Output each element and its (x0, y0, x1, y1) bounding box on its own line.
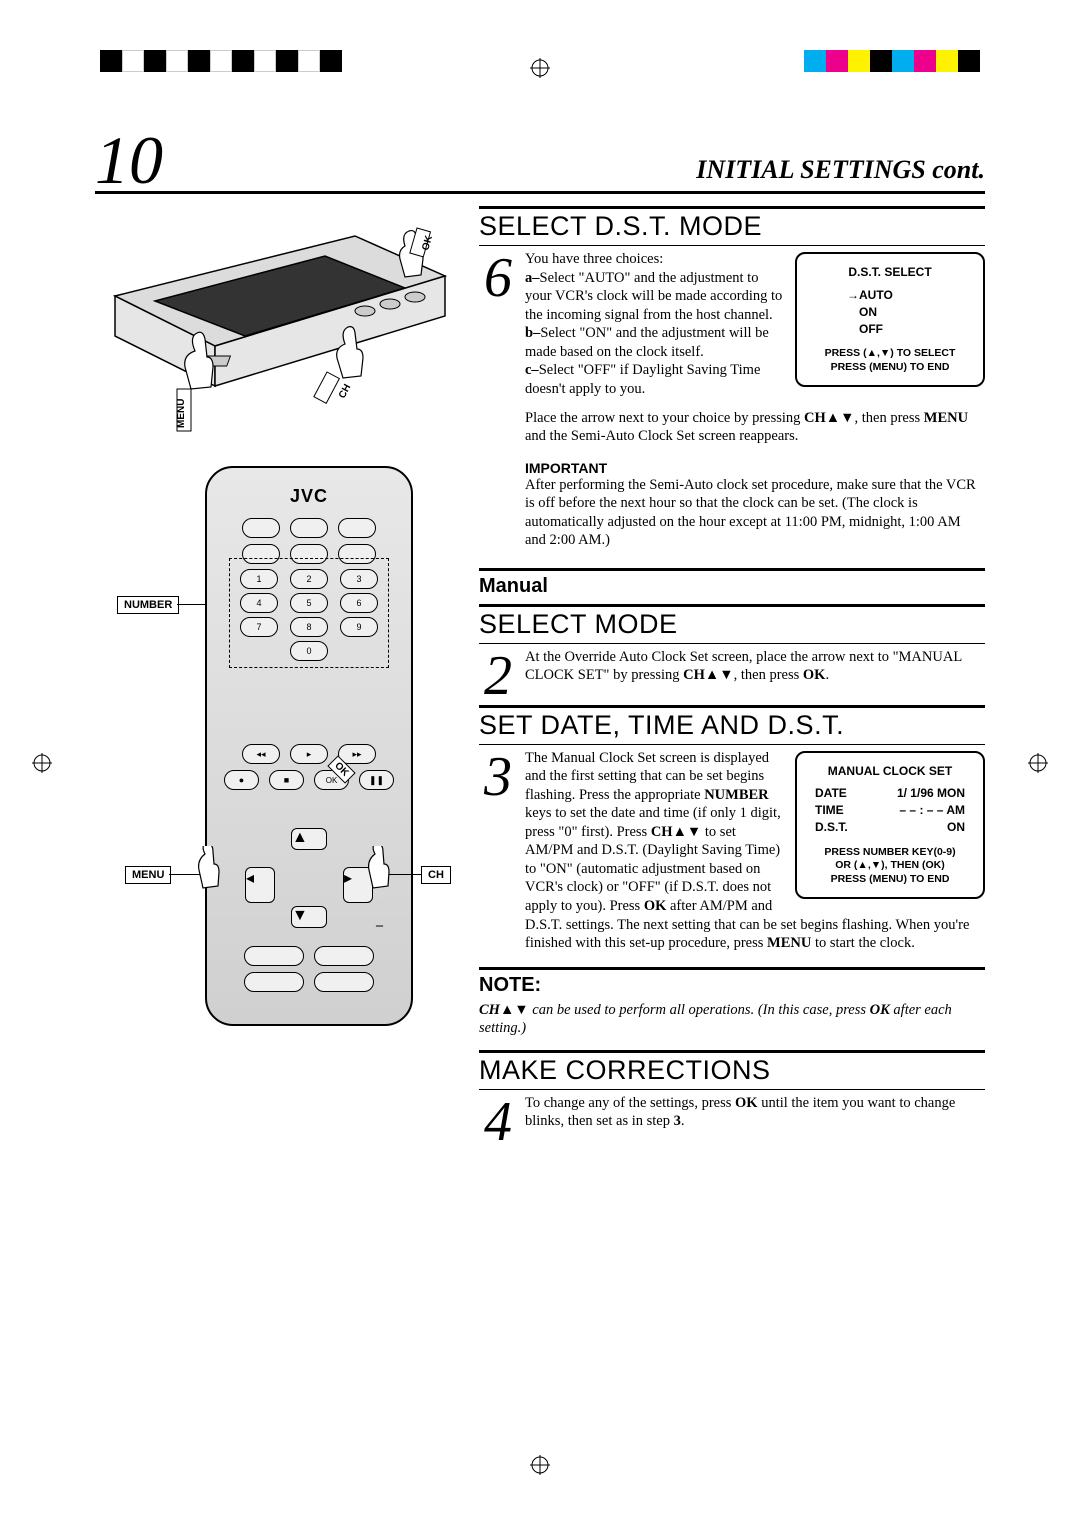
step3-number: 3 (479, 749, 517, 953)
color-bar-left (100, 50, 342, 72)
important-label: IMPORTANT (525, 460, 985, 476)
page-header: 10 INITIAL SETTINGS cont. (95, 130, 985, 194)
step2-number: 2 (479, 648, 517, 699)
step6-number: 6 (479, 250, 517, 550)
page-number: 10 (95, 130, 173, 191)
callout-menu: MENU (125, 866, 171, 884)
step4-body: To change any of the settings, press OK … (525, 1094, 985, 1145)
crop-mark-left (32, 753, 52, 773)
crop-mark-bottom (530, 1455, 550, 1475)
step3-title: SET DATE, TIME AND D.S.T. (479, 705, 985, 745)
step2-body: At the Override Auto Clock Set screen, p… (525, 648, 985, 699)
callout-number: NUMBER (117, 596, 179, 614)
hand-icon (191, 846, 231, 896)
manual-heading: Manual (479, 568, 985, 598)
remote-brand: JVC (290, 486, 328, 507)
callout-ch: CH (421, 866, 451, 884)
manual-clock-osd-box: MANUAL CLOCK SET DATE1/ 1/96 MON TIME– –… (795, 751, 985, 899)
step6-c: c–Select "OFF" if Daylight Saving Time d… (525, 362, 760, 397)
step6-b: b–Select "ON" and the adjustment will be… (525, 325, 769, 360)
vcr-illustration: MENU CH OK (95, 206, 455, 436)
dst-osd-box: D.S.T. SELECT →AUTO ON OFF PRESS (▲,▼) T… (795, 252, 985, 386)
page-content: 10 INITIAL SETTINGS cont. (95, 130, 985, 1151)
crop-mark-right (1028, 753, 1048, 773)
crop-mark-top (530, 58, 550, 78)
step6-a: a–Select "AUTO" and the adjustment to yo… (525, 270, 782, 323)
number-keypad: 123 456 789 0 (229, 558, 389, 668)
step6-place: Place the arrow next to your choice by p… (525, 409, 985, 446)
vcr-menu-label: MENU (176, 399, 187, 428)
vcr-ch-label: CH (337, 383, 353, 401)
color-bar-right (804, 50, 980, 72)
hand-icon (361, 846, 401, 896)
note-label: NOTE: (479, 967, 985, 997)
step6-title: SELECT D.S.T. MODE (479, 206, 985, 246)
step4-number: 4 (479, 1094, 517, 1145)
note-body: CH▲▼ can be used to perform all operatio… (479, 1001, 985, 1038)
instruction-column: SELECT D.S.T. MODE 6 D.S.T. SELECT →AUTO… (479, 206, 985, 1150)
remote-illustration: JVC 123 456 789 0 ◂◂▸▸▸ ●■OK❚❚ (125, 466, 425, 1026)
important-body: After performing the Semi-Auto clock set… (525, 476, 985, 550)
step4-title: MAKE CORRECTIONS (479, 1050, 985, 1090)
illustration-column: MENU CH OK JVC 123 (95, 206, 455, 1150)
header-title: INITIAL SETTINGS cont. (173, 155, 985, 191)
step2-title: SELECT MODE (479, 604, 985, 644)
